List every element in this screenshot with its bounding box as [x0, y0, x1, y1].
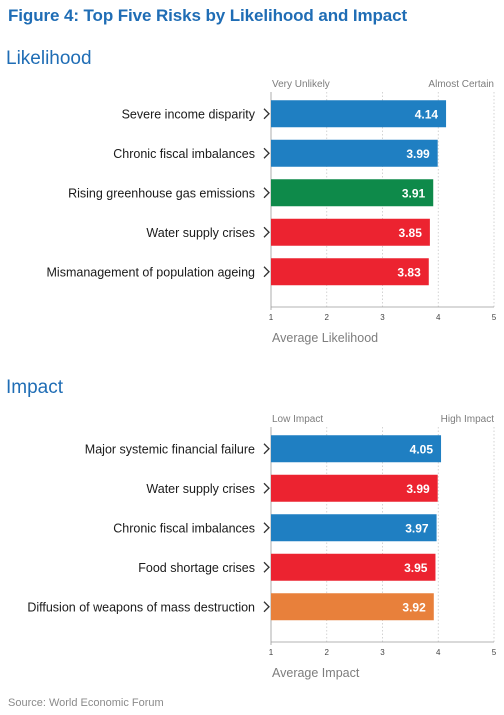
- likelihood-chevron-icon-3: [263, 187, 270, 199]
- likelihood-category-label-1: Severe income disparity: [122, 107, 256, 121]
- impact-x-axis-title: Average Impact: [272, 666, 360, 680]
- impact-bar-5: [271, 593, 434, 621]
- impact-value-label-4: 3.95: [404, 561, 428, 575]
- impact-bar-2: [271, 474, 438, 502]
- likelihood-value-label-4: 3.85: [399, 226, 423, 240]
- likelihood-tick-label-4: 4: [436, 313, 441, 322]
- impact-bar-4: [271, 553, 436, 581]
- source-note: Source: World Economic Forum: [8, 697, 164, 709]
- likelihood-chevron-icon-2: [263, 147, 270, 159]
- impact-bar-3: [271, 514, 437, 542]
- likelihood-chevron-icon-4: [263, 226, 270, 238]
- impact-tick-label-1: 1: [269, 648, 274, 657]
- impact-section-title: Impact: [6, 377, 64, 398]
- impact-tick-label-3: 3: [380, 648, 385, 657]
- likelihood-chart-svg: Very Unlikely Almost Certain 1 2 3 4 5 Average …: [47, 79, 497, 345]
- impact-value-label-1: 4.05: [410, 442, 434, 456]
- impact-category-label-1: Major systemic financial failure: [85, 442, 255, 456]
- impact-chart: Low Impact High Impact 1 2 3 4 5 Average Impact…: [0, 405, 504, 690]
- likelihood-category-label-5: Mismanagement of population ageing: [47, 265, 256, 279]
- likelihood-chevron-icon-5: [263, 266, 270, 278]
- impact-chevron-icon-5: [263, 601, 270, 613]
- likelihood-category-label-2: Chronic fiscal imbalances: [113, 147, 255, 161]
- likelihood-chevron-icon-1: [263, 108, 270, 120]
- likelihood-value-label-1: 4.14: [415, 107, 439, 121]
- impact-tick-label-2: 2: [325, 648, 330, 657]
- impact-chevron-icon-1: [263, 443, 270, 455]
- impact-chevron-icon-2: [263, 482, 270, 494]
- likelihood-tick-label-1: 1: [269, 313, 274, 322]
- likelihood-x-axis-title: Average Likelihood: [272, 331, 378, 345]
- likelihood-category-label-3: Rising greenhouse gas emissions: [68, 186, 255, 200]
- impact-scale-high-label: High Impact: [441, 414, 495, 425]
- impact-category-label-3: Chronic fiscal imbalances: [113, 521, 255, 535]
- impact-category-label-5: Diffusion of weapons of mass destruction: [27, 600, 255, 614]
- likelihood-value-label-5: 3.83: [397, 265, 421, 279]
- impact-category-label-2: Water supply crises: [146, 482, 255, 496]
- likelihood-scale-high-label: Almost Certain: [428, 79, 494, 90]
- likelihood-tick-label-2: 2: [325, 313, 330, 322]
- likelihood-bar-5: [271, 258, 429, 286]
- likelihood-value-label-3: 3.91: [402, 186, 426, 200]
- likelihood-tick-label-5: 5: [492, 313, 497, 322]
- impact-scale-low-label: Low Impact: [272, 414, 323, 425]
- impact-tick-label-4: 4: [436, 648, 441, 657]
- likelihood-bar-2: [271, 139, 438, 167]
- likelihood-category-label-4: Water supply crises: [146, 226, 255, 240]
- impact-value-label-3: 3.97: [405, 521, 429, 535]
- likelihood-value-label-2: 3.99: [406, 147, 430, 161]
- impact-tick-label-5: 5: [492, 648, 497, 657]
- likelihood-bar-1: [271, 100, 447, 128]
- figure-title: Figure 4: Top Five Risks by Likelihood a…: [8, 6, 408, 25]
- impact-chart-svg: Low Impact High Impact 1 2 3 4 5 Average Impact…: [27, 414, 497, 680]
- impact-chevron-icon-3: [263, 522, 270, 534]
- impact-category-label-4: Food shortage crises: [138, 561, 255, 575]
- impact-value-label-5: 3.92: [402, 600, 426, 614]
- impact-chevron-icon-4: [263, 561, 270, 573]
- likelihood-bar-3: [271, 179, 434, 207]
- likelihood-scale-low-label: Very Unlikely: [272, 79, 330, 90]
- likelihood-tick-label-3: 3: [380, 313, 385, 322]
- impact-value-label-2: 3.99: [406, 482, 430, 496]
- likelihood-section-title: Likelihood: [6, 48, 92, 69]
- impact-bar-1: [271, 435, 442, 463]
- likelihood-bar-4: [271, 218, 430, 246]
- likelihood-chart: Very Unlikely Almost Certain 1 2 3 4 5 Average …: [0, 70, 504, 360]
